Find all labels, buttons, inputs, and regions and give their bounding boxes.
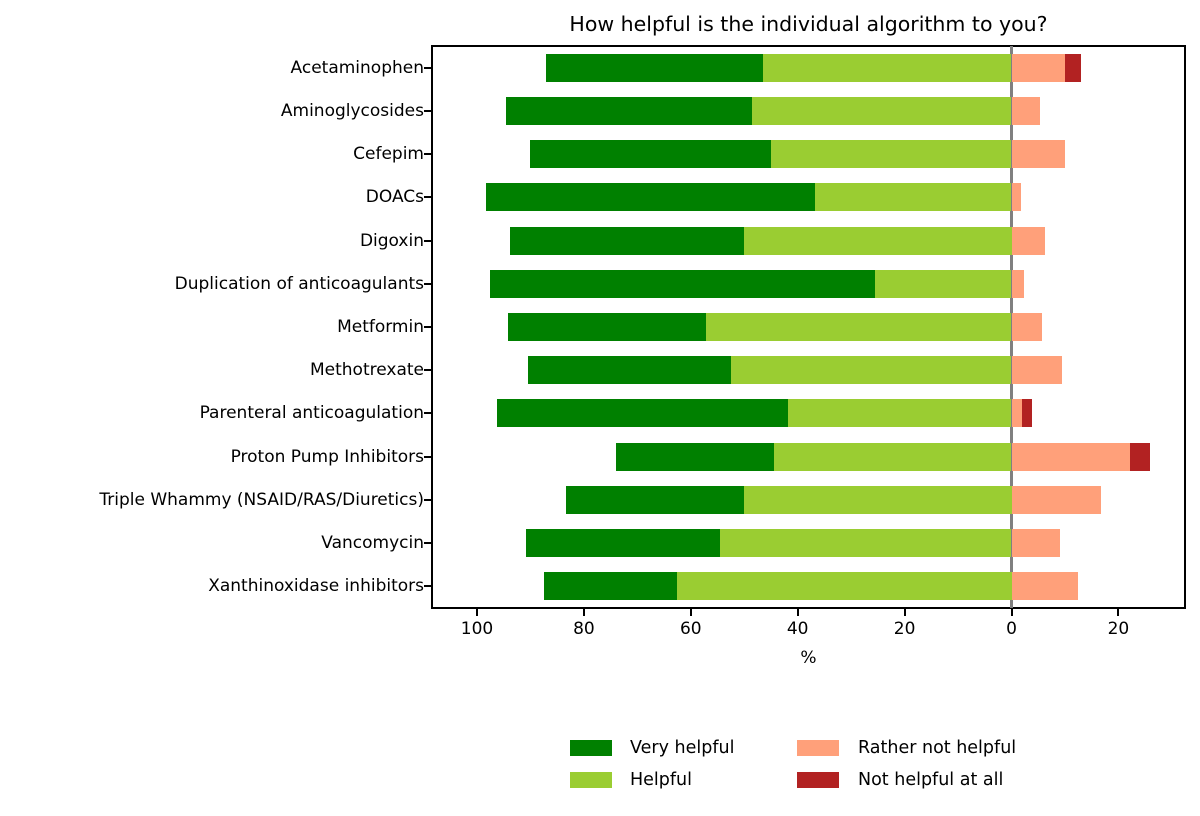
legend-swatch-not-helpful-at-all bbox=[797, 772, 839, 788]
x-tick bbox=[582, 608, 585, 616]
y-axis-label: Parenteral anticoagulation bbox=[199, 403, 424, 424]
y-tick bbox=[424, 239, 432, 242]
bar-segment-helpful bbox=[731, 356, 1012, 385]
bar-segment-very-helpful bbox=[525, 529, 721, 558]
x-tick bbox=[796, 608, 799, 616]
bar-segment-rather-not-helpful bbox=[1011, 572, 1079, 601]
y-tick bbox=[424, 412, 432, 415]
bar-segment-helpful bbox=[774, 442, 1012, 471]
y-axis-label: Xanthinoxidase inhibitors bbox=[208, 576, 424, 597]
bar-segment-rather-not-helpful bbox=[1011, 183, 1021, 212]
bar-segment-very-helpful bbox=[508, 313, 707, 341]
legend-swatch-helpful bbox=[570, 772, 612, 788]
bar-segment-rather-not-helpful bbox=[1011, 53, 1066, 82]
bar-segment-not-helpful-at-all bbox=[1021, 399, 1032, 428]
x-tick bbox=[1010, 608, 1013, 616]
bar-segment-not-helpful-at-all bbox=[1130, 442, 1150, 471]
legend-swatch-very-helpful bbox=[570, 740, 612, 756]
legend-label-not-helpful-at-all: Not helpful at all bbox=[858, 770, 1004, 790]
bar-segment-rather-not-helpful bbox=[1011, 226, 1046, 255]
bar-segment-rather-not-helpful bbox=[1011, 313, 1042, 341]
y-tick bbox=[424, 153, 432, 156]
bar-segment-rather-not-helpful bbox=[1011, 529, 1061, 558]
y-axis-label: DOACs bbox=[365, 187, 424, 208]
bar-segment-very-helpful bbox=[566, 485, 745, 514]
x-axis-label: % bbox=[800, 648, 817, 668]
y-tick bbox=[424, 585, 432, 588]
legend-swatch-rather-not-helpful bbox=[797, 740, 839, 756]
x-tick-label: 0 bbox=[1006, 619, 1017, 639]
y-axis-label: Digoxin bbox=[359, 230, 424, 251]
y-axis-label: Cefepim bbox=[353, 144, 424, 165]
bar-segment-very-helpful bbox=[506, 96, 752, 125]
bar-segment-rather-not-helpful bbox=[1011, 96, 1041, 125]
y-axis-label: Acetaminophen bbox=[290, 57, 424, 78]
bar-segment-very-helpful bbox=[485, 183, 816, 212]
x-tick-label: 20 bbox=[893, 619, 916, 639]
y-tick bbox=[424, 196, 432, 199]
bar-segment-helpful bbox=[763, 53, 1012, 82]
x-tick bbox=[476, 608, 478, 616]
plot-area bbox=[431, 45, 1186, 609]
legend-label-very-helpful: Very helpful bbox=[630, 738, 735, 758]
bar-segment-very-helpful bbox=[615, 442, 775, 471]
bar-segment-very-helpful bbox=[530, 140, 771, 169]
x-tick-label: 20 bbox=[1107, 619, 1130, 639]
x-tick-label: 40 bbox=[786, 619, 809, 639]
bar-segment-not-helpful-at-all bbox=[1065, 53, 1081, 82]
bar-segment-helpful bbox=[706, 313, 1012, 341]
bar-segment-helpful bbox=[815, 183, 1012, 212]
bar-segment-rather-not-helpful bbox=[1011, 269, 1025, 298]
x-tick-label: 80 bbox=[573, 619, 595, 639]
y-axis-label: Aminoglycosides bbox=[280, 100, 424, 121]
bar-segment-very-helpful bbox=[489, 269, 875, 298]
legend-label-rather-not-helpful: Rather not helpful bbox=[858, 738, 1017, 758]
bar-segment-very-helpful bbox=[543, 572, 678, 601]
bar-segment-helpful bbox=[751, 96, 1012, 125]
bar-segment-helpful bbox=[874, 269, 1012, 298]
x-tick bbox=[1117, 608, 1120, 616]
chart-title: How helpful is the individual algorithm … bbox=[569, 12, 1048, 36]
bar-segment-helpful bbox=[677, 572, 1012, 601]
bar-segment-rather-not-helpful bbox=[1011, 140, 1065, 169]
y-tick bbox=[424, 326, 432, 328]
bar-segment-very-helpful bbox=[546, 53, 764, 82]
y-axis-label: Metformin bbox=[337, 317, 424, 337]
y-tick bbox=[424, 498, 432, 501]
y-tick bbox=[424, 455, 432, 458]
x-tick-label: 100 bbox=[460, 619, 494, 639]
bar-segment-rather-not-helpful bbox=[1011, 356, 1063, 385]
y-tick bbox=[424, 66, 432, 69]
y-tick bbox=[424, 109, 432, 112]
bar-segment-helpful bbox=[744, 226, 1012, 255]
bar-segment-very-helpful bbox=[497, 399, 788, 428]
bar-segment-very-helpful bbox=[527, 356, 732, 385]
bar-segment-rather-not-helpful bbox=[1011, 485, 1101, 514]
legend-label-helpful: Helpful bbox=[630, 770, 693, 790]
y-tick bbox=[424, 369, 432, 372]
bar-segment-helpful bbox=[744, 485, 1012, 514]
x-tick bbox=[689, 608, 692, 616]
bar-segment-very-helpful bbox=[510, 226, 745, 255]
x-tick bbox=[903, 608, 906, 616]
bar-segment-rather-not-helpful bbox=[1011, 442, 1131, 471]
bar-segment-helpful bbox=[720, 529, 1012, 558]
y-tick bbox=[424, 542, 432, 545]
y-axis-label: Triple Whammy (NSAID/RAS/Diuretics) bbox=[99, 489, 424, 510]
y-axis-label: Methotrexate bbox=[309, 360, 424, 381]
x-tick-label: 60 bbox=[679, 619, 702, 639]
bar-segment-helpful bbox=[770, 140, 1012, 169]
y-tick bbox=[424, 282, 432, 285]
y-axis-label: Duplication of anticoagulants bbox=[174, 273, 424, 294]
y-axis-label: Proton Pump Inhibitors bbox=[230, 446, 424, 467]
y-axis-label: Vancomycin bbox=[321, 533, 424, 554]
bar-segment-rather-not-helpful bbox=[1011, 399, 1022, 428]
bar-segment-helpful bbox=[787, 399, 1012, 428]
